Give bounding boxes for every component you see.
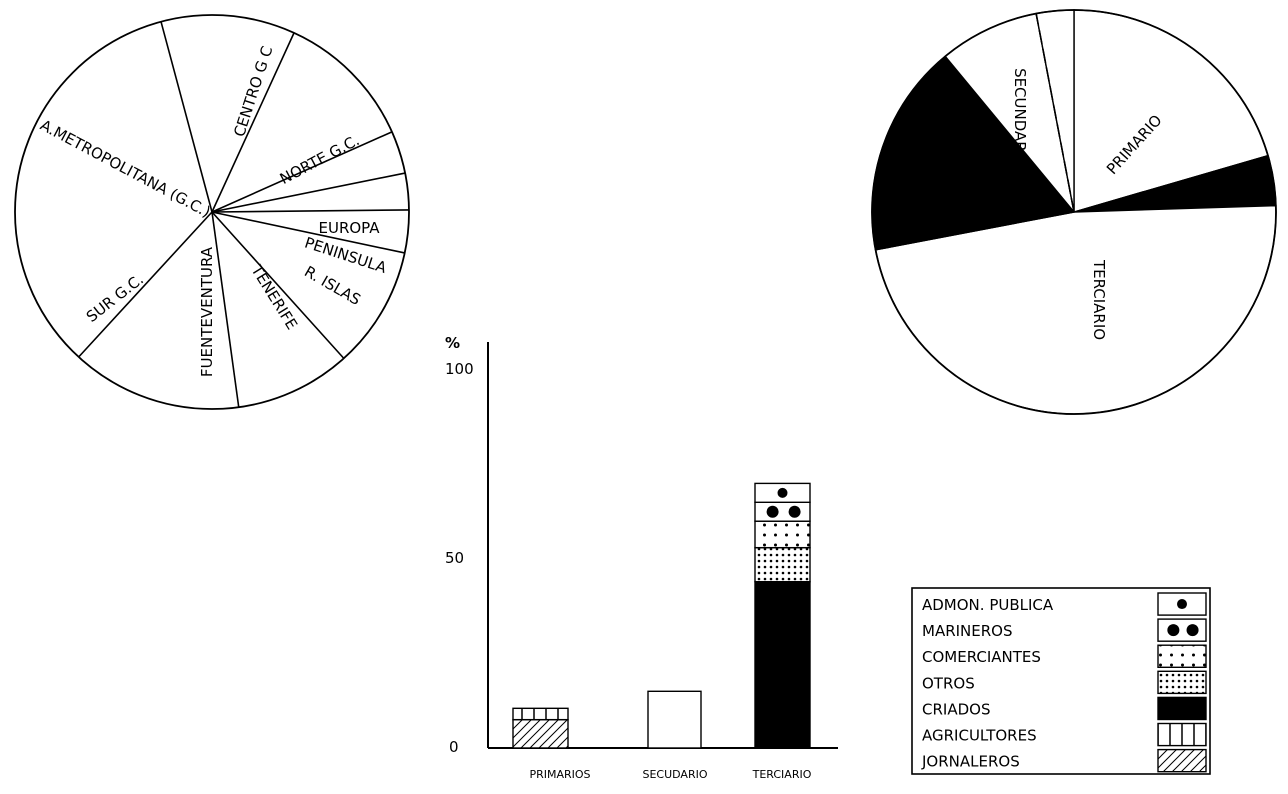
bar-y-axis-label: % [445,334,460,352]
bar-x-label-terciario: TERCIARIO [752,768,812,781]
legend-label-0: ADMON. PUBLICA [922,596,1054,614]
bar-segment-5 [754,520,811,549]
bar-segment-6 [754,501,811,522]
pie-sectors-label-secundario: SECUNDARIO [1011,68,1029,168]
legend-label-6: JORNALEROS [921,753,1020,771]
bar-segment-6-dot-b [788,505,801,518]
legend-swatch-2 [1157,644,1207,669]
legend-label-5: AGRICULTORES [922,727,1037,745]
bar-segment-2 [647,690,702,749]
pie-origin-label-europa: EUROPA [318,219,380,237]
legend-swatch-0-dot [1177,599,1187,610]
bar-segment-7-dot [777,487,788,498]
pie-sectors-outline [871,9,1277,415]
legend-swatch-4 [1157,696,1207,721]
pie-sectors-dashed-divider [1035,13,1075,213]
legend-swatch-3 [1157,670,1207,695]
legend-label-1: MARINEROS [922,622,1013,640]
bar-segment-0 [512,718,569,749]
pie-origin-divider-0 [160,21,213,213]
bar-chart-occupations: % 100 50 0 PRIMARIOS SECUDARIO TERCIARIO [445,334,838,781]
pie-origin-divider-8 [78,211,213,358]
bar-y-tick-0: 0 [449,738,459,756]
pie-origin-label-fuenteventura: FUENTEVENTURA [198,246,216,377]
legend-label-3: OTROS [922,674,975,692]
legend-swatch-5 [1157,722,1207,747]
pie-origin-divider-2 [211,131,393,213]
bar-y-tick-100: 100 [445,360,474,378]
legend-swatch-1-dot-b [1186,624,1199,637]
pie-origin-divider-6 [211,211,345,359]
pie-chart-sectors: PRIMARIO TERCIARIO SECUNDARIO [871,9,1277,415]
bar-segment-3 [754,580,811,749]
legend-swatch-6 [1157,748,1207,773]
legend-swatch-1 [1157,618,1207,642]
legend-label-4: CRIADOS [922,700,990,718]
pie-origin-divider-7 [211,211,240,408]
bar-segment-6-dot-a [766,505,779,518]
pie-origin-divider-4 [211,209,409,213]
legend-swatch-1-dot-a [1167,624,1180,637]
bar-y-tick-50: 50 [445,549,464,567]
bar-x-label-secundario: SECUDARIO [642,768,707,781]
pie-origin-divider-3 [211,172,406,213]
bar-legend: ADMON. PUBLICA MARINEROS COMERCIANTES OTROS… [911,587,1211,775]
pie-origin-divider-1 [211,32,295,213]
pie-sectors-label-terciario: TERCIARIO [1090,259,1108,340]
bar-segment-4 [754,546,811,583]
pie-origin-divider-5 [211,211,405,254]
pie-chart-origin: CENTRO G C NORTE G.C. EUROPA PENINSULA R… [14,14,410,410]
legend-label-2: COMERCIANTES [922,648,1041,666]
bar-x-label-primarios: PRIMARIOS [529,768,590,781]
bar-segment-1 [512,707,569,721]
